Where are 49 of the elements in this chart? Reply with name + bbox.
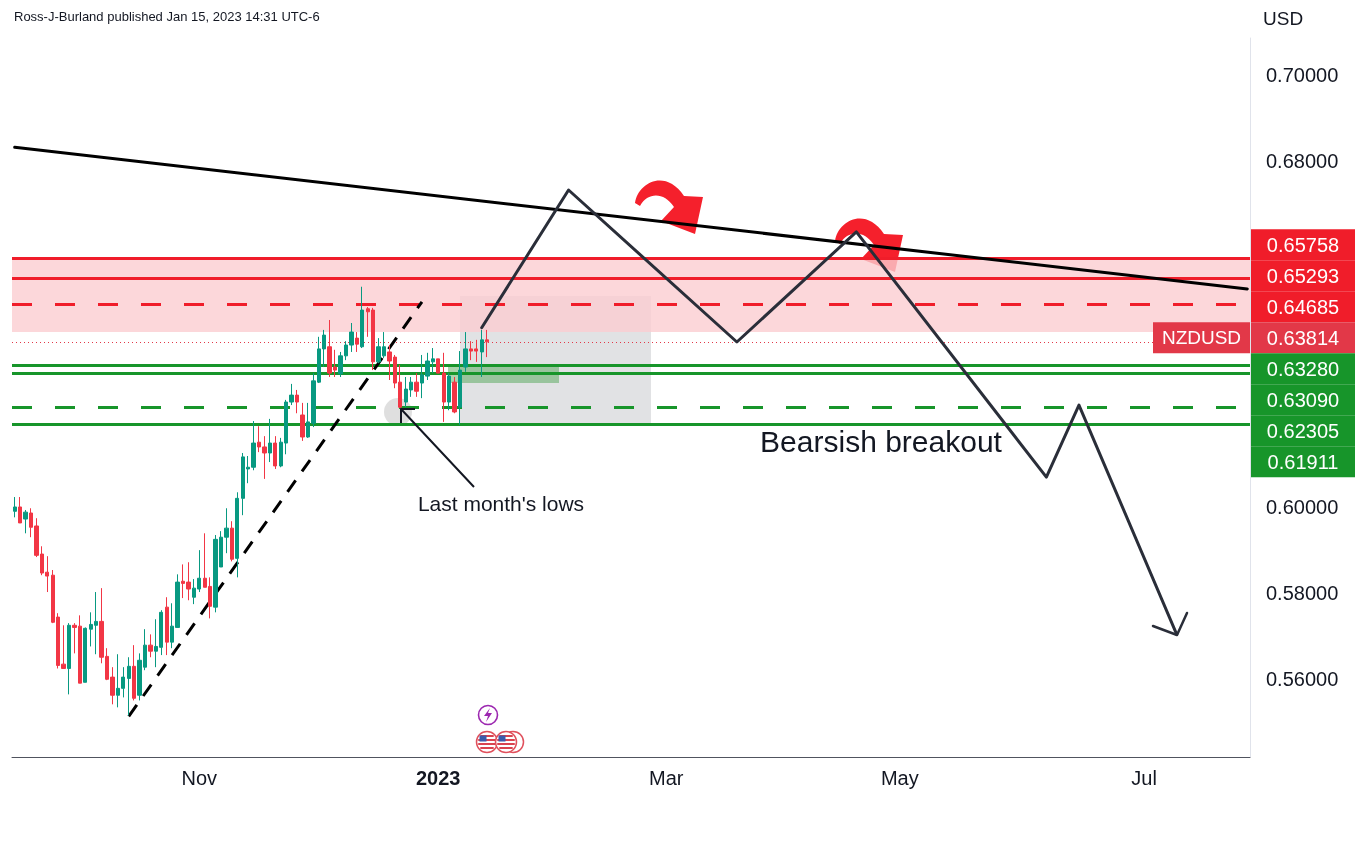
candlestick [18, 496, 22, 524]
candlestick [355, 331, 359, 353]
y-tick-label: 0.60000 [1266, 495, 1339, 518]
candlestick [436, 358, 440, 374]
x-tick-label: Mar [649, 767, 684, 789]
text: NZDUSD [1161, 327, 1242, 349]
candlestick [463, 331, 468, 373]
candlestick [414, 372, 419, 398]
candlestick [67, 622, 71, 695]
ref-line-label: 0.65293 [1266, 264, 1340, 287]
candlestick [132, 644, 136, 701]
candlestick [230, 520, 234, 562]
candlestick [452, 376, 457, 414]
y-tick-label: 0.56000 [1266, 668, 1339, 691]
ref-line-label: 0.63814 [1266, 326, 1340, 349]
candlestick [485, 329, 489, 358]
x-tick-label: Jul [1131, 767, 1157, 789]
x-tick-label: 2023 [415, 767, 461, 789]
candlestick [300, 402, 305, 442]
ref-line-label: 0.61911 [1267, 450, 1339, 473]
candlestick [23, 509, 28, 534]
candlestick [268, 418, 272, 463]
candlestick [480, 329, 484, 378]
ref-line-label: 0.64685 [1266, 295, 1340, 318]
candlestick [360, 286, 364, 349]
x-tick-label: May [880, 767, 919, 789]
x-tick-label: Nov [181, 767, 218, 789]
annotation: Bearsish breakout [760, 424, 1003, 458]
candlestick [235, 491, 239, 578]
candlestick [165, 596, 169, 656]
ref-line-label: 0.63090 [1266, 388, 1340, 411]
candlestick [13, 496, 17, 518]
ref-line-label: 0.63280 [1266, 357, 1340, 380]
ref-line-label: 0.62305 [1266, 419, 1340, 442]
candlestick [458, 350, 462, 426]
y-tick-label: 0.58000 [1266, 581, 1339, 604]
candlestick [295, 389, 299, 414]
annotation: Last month's lows [417, 491, 585, 515]
candlestick [442, 352, 446, 423]
y-tick-label: 0.68000 [1266, 150, 1339, 173]
candlestick [447, 372, 451, 411]
y-tick-label: 0.70000 [1266, 63, 1339, 86]
candlestick [83, 626, 87, 683]
candlestick [127, 656, 131, 717]
chart-title: Ross-J-Burland published Jan 15, 2023 14:31 UTC-6 [14, 9, 320, 24]
candlestick [148, 633, 153, 658]
candlestick [273, 435, 277, 470]
ref-line-label: 0.65758 [1266, 233, 1340, 256]
y-axis-title: USD [1263, 8, 1304, 29]
